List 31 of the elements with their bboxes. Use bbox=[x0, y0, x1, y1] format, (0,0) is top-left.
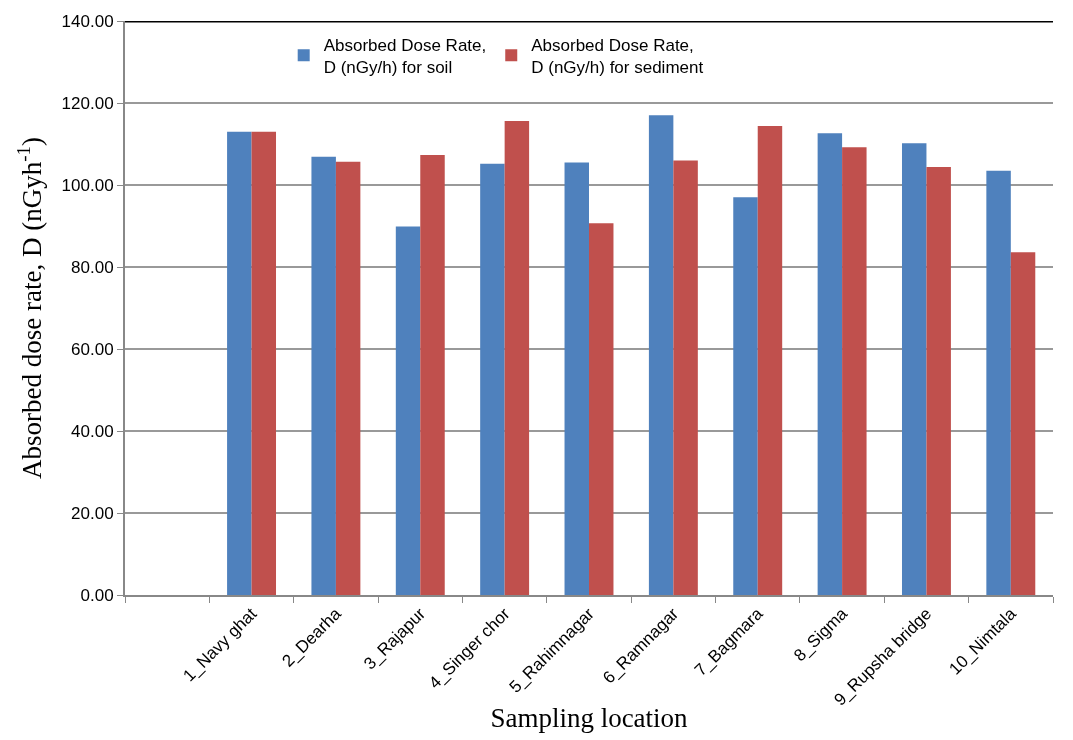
bar bbox=[926, 166, 951, 595]
y-tick-label: 80.00 bbox=[71, 257, 114, 277]
bar bbox=[335, 161, 361, 595]
bar bbox=[757, 125, 783, 595]
y-tick-label: 60.00 bbox=[71, 339, 114, 359]
bar bbox=[648, 115, 674, 595]
bar bbox=[817, 133, 843, 595]
bar bbox=[395, 226, 421, 595]
bar bbox=[986, 170, 1011, 595]
bar bbox=[1010, 252, 1036, 595]
y-tick-label: 120.00 bbox=[61, 93, 114, 113]
bar bbox=[589, 223, 614, 595]
x-axis-title: Sampling location bbox=[490, 703, 689, 734]
legend-label: Absorbed Dose Rate, D (nGy/h) for soil bbox=[323, 35, 487, 78]
y-tick-label: 20.00 bbox=[71, 503, 114, 523]
bar bbox=[901, 143, 927, 595]
bar bbox=[842, 147, 867, 595]
bar bbox=[227, 131, 252, 595]
y-tick-label: 0.00 bbox=[80, 585, 114, 605]
bar bbox=[420, 155, 445, 595]
legend-label: Absorbed Dose Rate, D (nGy/h) for sediment bbox=[531, 35, 704, 78]
bar bbox=[673, 160, 698, 595]
bar bbox=[504, 121, 530, 595]
bar bbox=[251, 131, 277, 595]
bar bbox=[733, 197, 758, 595]
y-tick-label: 100.00 bbox=[61, 175, 114, 195]
y-tick-label: 140.00 bbox=[61, 11, 114, 31]
bar bbox=[480, 163, 505, 595]
bar bbox=[311, 156, 336, 595]
bar bbox=[564, 162, 589, 595]
y-tick-label: 40.00 bbox=[71, 421, 114, 441]
